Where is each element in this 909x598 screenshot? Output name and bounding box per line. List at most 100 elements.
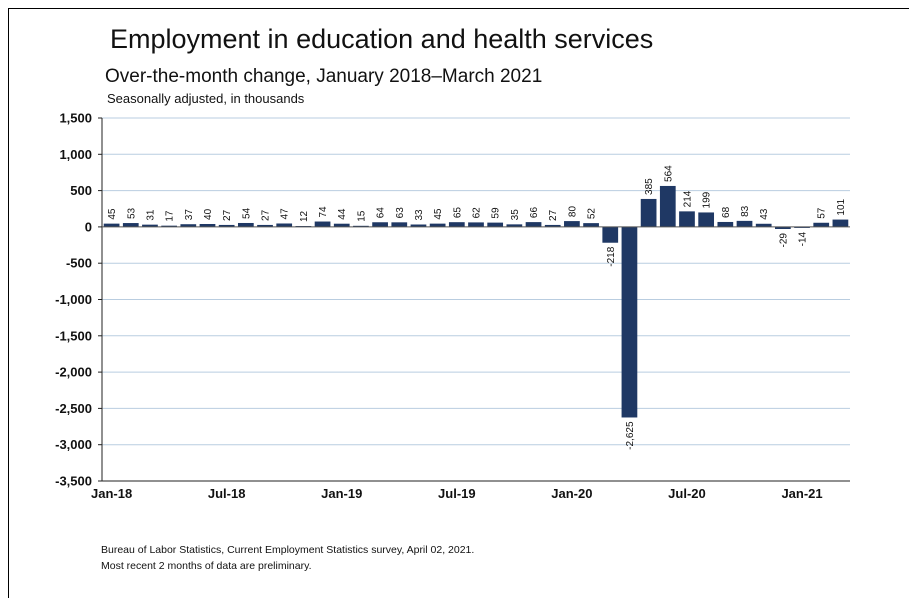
y-tick-label: 0 — [85, 219, 92, 234]
x-tick-label: Jan-21 — [781, 486, 822, 501]
bar — [506, 224, 523, 227]
x-tick-label: Jan-19 — [321, 486, 362, 501]
x-axis-labels: Jan-18 Jul-18 Jan-19 Jul-19 Jan-20 Jul-20 Jan-… — [91, 486, 823, 501]
y-tick-label: 1,500 — [59, 111, 92, 126]
y-tick-label: -1,500 — [55, 328, 92, 343]
bar — [679, 211, 695, 227]
bar — [468, 222, 484, 227]
bar — [429, 223, 446, 227]
data-label: 66 — [529, 207, 540, 219]
bar — [487, 222, 504, 227]
data-label: 17 — [165, 210, 176, 222]
data-label: 15 — [356, 210, 367, 222]
data-label: 199 — [702, 191, 713, 208]
bar — [755, 223, 772, 227]
data-label: 33 — [414, 209, 425, 221]
data-label: 37 — [184, 209, 195, 221]
data-label: 564 — [663, 165, 674, 182]
data-label: 101 — [836, 198, 847, 215]
bar — [122, 223, 139, 227]
bar — [218, 224, 235, 227]
bar — [794, 226, 810, 228]
y-tick-label: -3,000 — [55, 437, 92, 452]
bar — [583, 223, 599, 227]
data-labels: 45 53 31 17 37 40 27 54 27 47 12 74 44 15 64 63 33 45 65 62… — [107, 165, 847, 450]
bar — [832, 219, 849, 227]
bar — [142, 224, 158, 227]
y-tick-label: 1,000 — [59, 147, 92, 162]
bar — [775, 226, 791, 230]
y-axis-labels: 1,500 1,000 500 0 -500 -1,000 -1,500 -2,000 -2,5… — [55, 111, 92, 489]
data-label: 80 — [567, 206, 578, 218]
data-label: 59 — [491, 207, 502, 219]
data-label: 45 — [433, 208, 444, 220]
bar — [813, 222, 830, 227]
bar — [180, 224, 197, 227]
bar — [276, 223, 293, 227]
y-tick-label: -2,500 — [55, 401, 92, 416]
bar — [199, 223, 216, 227]
bar — [161, 225, 177, 227]
axes — [98, 117, 850, 482]
source-note: Bureau of Labor Statistics, Current Empl… — [101, 542, 474, 574]
data-label: 40 — [203, 208, 214, 220]
source-text: Bureau of Labor Statistics, Current Empl… — [101, 544, 475, 556]
gridlines — [102, 117, 850, 482]
data-label: 53 — [126, 207, 137, 219]
bar — [372, 222, 388, 227]
chart-title: Employment in education and health servi… — [110, 24, 654, 54]
y-tick-label: -2,000 — [55, 365, 92, 380]
data-label: 27 — [222, 209, 233, 221]
bar — [602, 226, 619, 243]
data-label: -29 — [778, 233, 789, 248]
data-label: 52 — [587, 208, 598, 220]
bar — [448, 222, 465, 227]
data-label: 43 — [759, 208, 770, 220]
bar — [410, 224, 427, 227]
data-label: 65 — [452, 207, 463, 219]
data-label: -218 — [606, 246, 617, 266]
data-label: 45 — [107, 208, 118, 220]
data-label: 64 — [376, 207, 387, 219]
y-tick-label: -1,000 — [55, 292, 92, 307]
x-tick-label: Jul-19 — [438, 486, 476, 501]
bar — [640, 198, 657, 227]
data-label: -2,625 — [625, 421, 636, 450]
bar — [314, 221, 331, 227]
data-label: 12 — [299, 210, 310, 222]
bar — [564, 221, 580, 227]
units-note: Seasonally adjusted, in thousands — [107, 91, 305, 106]
preliminary-note: Most recent 2 months of data are prelimi… — [101, 560, 312, 572]
data-label: 214 — [682, 190, 693, 207]
bar — [353, 225, 369, 227]
y-tick-label: -3,500 — [55, 474, 92, 489]
data-label: 83 — [740, 205, 751, 217]
bar — [391, 222, 408, 227]
data-label: 35 — [510, 209, 521, 221]
bar — [237, 222, 254, 227]
x-tick-label: Jul-20 — [668, 486, 706, 501]
bar — [103, 223, 120, 227]
data-label: 47 — [280, 208, 291, 220]
chart-frame — [8, 8, 909, 598]
x-tick-label: Jul-18 — [208, 486, 246, 501]
bar — [621, 226, 638, 418]
bar — [659, 185, 676, 227]
data-label: 62 — [472, 207, 483, 219]
bar — [698, 212, 715, 227]
y-tick-label: 500 — [70, 183, 92, 198]
bar — [717, 221, 734, 227]
x-tick-label: Jan-20 — [551, 486, 592, 501]
data-label: 27 — [261, 209, 272, 221]
data-label: 74 — [318, 206, 329, 218]
chart-subtitle: Over-the-month change, January 2018–Marc… — [105, 66, 543, 87]
data-label: 44 — [337, 208, 348, 220]
data-label: 31 — [145, 209, 156, 221]
data-label: 57 — [817, 207, 828, 219]
y-tick-label: -500 — [66, 256, 92, 271]
data-label: 27 — [548, 209, 559, 221]
x-tick-label: Jan-18 — [91, 486, 132, 501]
bar — [544, 224, 561, 227]
data-label: 54 — [241, 207, 252, 219]
data-label: -14 — [798, 231, 809, 246]
